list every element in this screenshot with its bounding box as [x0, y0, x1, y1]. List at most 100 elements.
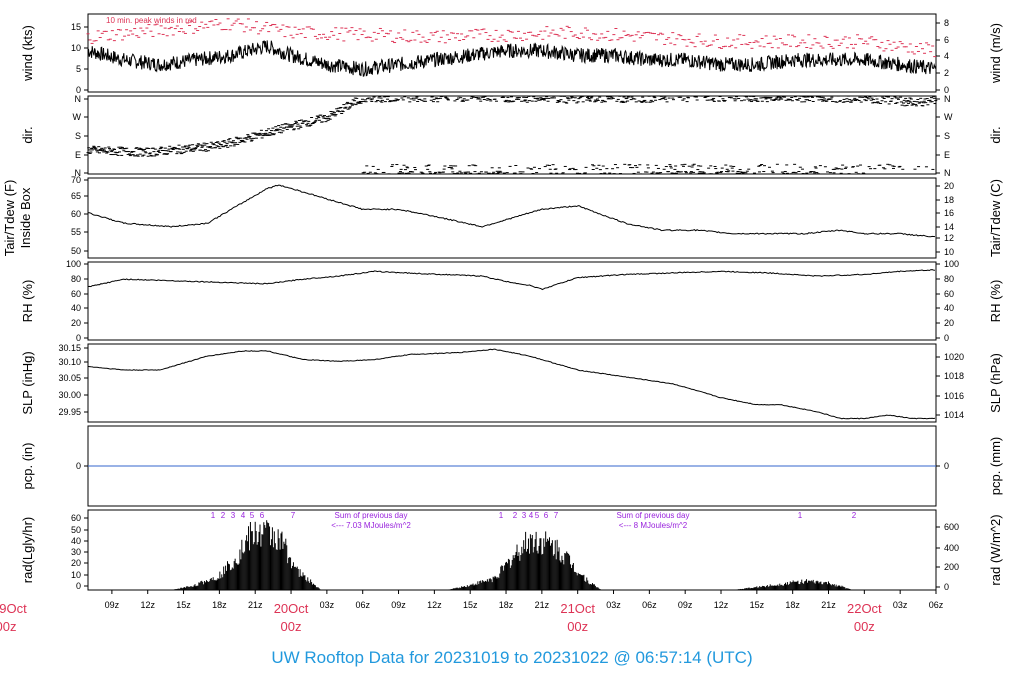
ytick-left-label: 0	[76, 85, 81, 95]
rad-marker: 2	[513, 511, 518, 520]
ytick-left-label: E	[75, 150, 81, 160]
xtick-label: 03z	[606, 600, 621, 610]
ytick-right-label: 0	[944, 582, 949, 592]
rad-marker: 4	[241, 511, 246, 520]
xtick-label: 03z	[893, 600, 908, 610]
ylabel-left: wind (kts)	[20, 25, 35, 82]
ytick-right-label: 40	[944, 303, 954, 313]
ytick-left-label: S	[75, 131, 81, 141]
ytick-left-label: 40	[71, 536, 81, 546]
xtick-label: 15z	[176, 600, 191, 610]
ytick-left-label: 50	[71, 525, 81, 535]
xtick-label: 12z	[714, 600, 729, 610]
xtick-label: 12z	[140, 600, 155, 610]
ytick-right-label: 1016	[944, 391, 964, 401]
ytick-left-label: 10	[71, 570, 81, 580]
ytick-right-label: 10	[944, 247, 954, 257]
xtick-label: 03z	[320, 600, 335, 610]
xtick-label: 21z	[248, 600, 263, 610]
xtick-label: 06z	[642, 600, 657, 610]
xtick-label: 12z	[427, 600, 442, 610]
ytick-right-label: 12	[944, 233, 954, 243]
ytick-right-label: 20	[944, 181, 954, 191]
ytick-left-label: 60	[71, 209, 81, 219]
ytick-right-label: 1020	[944, 352, 964, 362]
ytick-left-label: 40	[71, 303, 81, 313]
rad-note-line2: <--- 7.03 MJoules/m^2	[331, 521, 411, 530]
series-line-windkts	[87, 40, 937, 77]
ytick-right-label: 2	[944, 68, 949, 78]
panel-frame-temp	[87, 177, 937, 259]
ylabel-right: pcp. (mm)	[988, 437, 1003, 496]
ytick-right-label: 0	[944, 461, 949, 471]
panel-frame-dir	[87, 95, 937, 175]
date-label-hour: 00z	[854, 619, 875, 634]
xtick-label: 15z	[750, 600, 765, 610]
ytick-right-label: N	[944, 168, 951, 178]
rad-marker: 7	[291, 511, 296, 520]
ytick-right-label: 1018	[944, 371, 964, 381]
rad-marker: 6	[544, 511, 549, 520]
ylabel-right: rad (W/m^2)	[988, 514, 1003, 585]
ytick-right-label: 600	[944, 522, 959, 532]
ylabel-left: dir.	[20, 126, 35, 143]
panel-frame-wind	[87, 13, 937, 93]
ylabel-right: dir.	[988, 126, 1003, 143]
ytick-left-label: 30.10	[58, 357, 81, 367]
date-label: 21Oct	[560, 601, 595, 616]
ytick-right-label: N	[944, 94, 951, 104]
ytick-left-label: 20	[71, 558, 81, 568]
ylabel-right: Tair/Tdew (C)	[988, 179, 1003, 257]
ytick-right-label: 100	[944, 259, 959, 269]
ytick-left-label: 30.15	[58, 343, 81, 353]
ytick-right-label: 400	[944, 543, 959, 553]
rad-marker: 2	[852, 511, 857, 520]
xtick-label: 21z	[535, 600, 550, 610]
rad-marker: 3	[231, 511, 236, 520]
wind-legend: 10 min. peak winds in red	[106, 16, 197, 25]
xtick-label: 09z	[105, 600, 120, 610]
date-label-left: 9Oct	[0, 601, 27, 616]
ytick-left-label: 29.95	[58, 407, 81, 417]
rad-marker: 5	[535, 511, 540, 520]
ylabel-right: RH (%)	[988, 280, 1003, 323]
ytick-right-label: 0	[944, 85, 949, 95]
ylabel-left: RH (%)	[20, 280, 35, 323]
ytick-right-label: 1014	[944, 410, 964, 420]
ytick-left-label: 20	[71, 318, 81, 328]
ytick-left-label: 60	[71, 289, 81, 299]
ytick-right-label: 16	[944, 208, 954, 218]
ylabel-right: wind (m/s)	[988, 23, 1003, 84]
ytick-right-label: 6	[944, 35, 949, 45]
ytick-left-label: 0	[76, 581, 81, 591]
ytick-left-label: 60	[71, 513, 81, 523]
ytick-left-label: N	[75, 168, 82, 178]
panel-frame-slp	[87, 343, 937, 423]
ytick-left-label: 10	[71, 43, 81, 53]
xtick-label: 09z	[678, 600, 693, 610]
ytick-left-label: 50	[71, 246, 81, 256]
rad-marker: 1	[211, 511, 216, 520]
ylabel-left: Inside Box	[18, 187, 33, 248]
ytick-right-label: 4	[944, 51, 949, 61]
series-line-rh	[87, 269, 936, 291]
xtick-label: 06z	[355, 600, 370, 610]
xtick-label: 15z	[463, 600, 478, 610]
ytick-right-label: S	[944, 131, 950, 141]
date-label: 22Oct	[847, 601, 882, 616]
xtick-label: 09z	[391, 600, 406, 610]
ytick-right-label: W	[944, 112, 953, 122]
xtick-label: 21z	[821, 600, 836, 610]
ylabel-right: SLP (hPa)	[988, 353, 1003, 413]
rad-marker: 5	[250, 511, 255, 520]
rad-marker: 4	[529, 511, 534, 520]
ytick-left-label: 30.00	[58, 390, 81, 400]
ytick-right-label: 200	[944, 562, 959, 572]
ytick-right-label: 8	[944, 18, 949, 28]
ytick-right-label: E	[944, 150, 950, 160]
date-label-left-hour: 00z	[0, 619, 16, 634]
ytick-left-label: W	[73, 112, 82, 122]
rad-marker: 1	[499, 511, 504, 520]
series-line-slpinhg	[87, 348, 936, 420]
